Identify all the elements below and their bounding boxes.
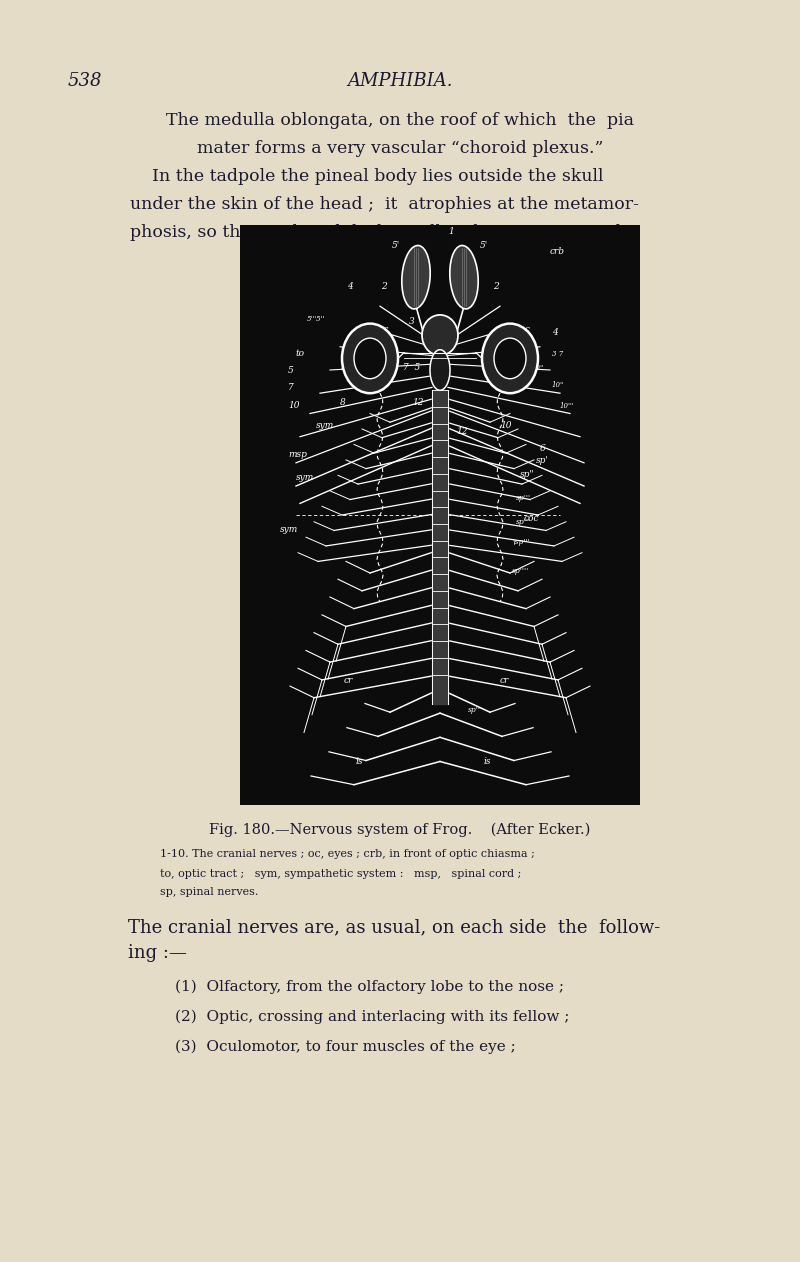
Text: sp, spinal nerves.: sp, spinal nerves. (160, 887, 258, 897)
Text: (2)  Optic, crossing and interlacing with its fellow ;: (2) Optic, crossing and interlacing with… (175, 1010, 570, 1025)
Text: 5': 5' (480, 241, 488, 250)
Ellipse shape (430, 350, 450, 390)
Text: 2: 2 (493, 281, 499, 290)
Text: 10": 10" (532, 363, 544, 372)
Text: 10: 10 (500, 422, 511, 430)
Text: 6: 6 (540, 444, 546, 453)
Text: 3: 3 (409, 317, 415, 326)
Ellipse shape (354, 338, 386, 379)
Text: \sp''': \sp''' (512, 538, 530, 546)
Text: 2: 2 (381, 281, 387, 290)
Text: 3 7: 3 7 (552, 350, 563, 357)
Ellipse shape (482, 323, 538, 394)
Text: 5'''5'': 5'''5'' (307, 314, 325, 323)
Text: cr: cr (500, 676, 510, 685)
Text: 1-10. The cranial nerves ; oc, eyes ; crb, in front of optic chiasma ;: 1-10. The cranial nerves ; oc, eyes ; cr… (160, 849, 535, 859)
Text: 4: 4 (347, 281, 353, 290)
Text: 10": 10" (552, 381, 564, 390)
Text: 8: 8 (340, 398, 346, 406)
Text: 12: 12 (456, 427, 467, 435)
Text: is: is (356, 757, 363, 766)
Text: Fig. 180.—Nervous system of Frog.    (After Ecker.): Fig. 180.—Nervous system of Frog. (After… (210, 823, 590, 838)
Text: 'oc: 'oc (518, 326, 530, 334)
Text: to: to (296, 348, 305, 357)
Text: sp'': sp'' (468, 707, 481, 714)
Text: 12: 12 (412, 398, 423, 406)
Ellipse shape (494, 338, 526, 379)
Text: AMPHIBIA.: AMPHIBIA. (347, 72, 453, 90)
Text: 538: 538 (68, 72, 102, 90)
Text: under the skin of the head ;  it  atrophies at the metamor-: under the skin of the head ; it atrophie… (130, 196, 639, 213)
Text: 7  5: 7 5 (403, 363, 421, 372)
Text: is: is (484, 757, 491, 766)
Text: sp": sp" (520, 471, 534, 480)
Text: phosis, so that in the adult the stalk only is represented.: phosis, so that in the adult the stalk o… (130, 223, 626, 241)
Text: sp'''': sp'''' (512, 567, 530, 575)
Bar (240, 225, 640, 805)
Text: 7: 7 (288, 384, 294, 392)
Text: sp': sp' (536, 456, 549, 464)
Text: mater forms a very vascular “choroid plexus.”: mater forms a very vascular “choroid ple… (197, 140, 603, 156)
Text: 10': 10' (340, 363, 351, 372)
Text: (1)  Olfactory, from the olfactory lobe to the nose ;: (1) Olfactory, from the olfactory lobe t… (175, 981, 564, 994)
Text: sym: sym (316, 422, 334, 430)
Text: sp''': sp''' (516, 517, 531, 526)
Text: oc: oc (379, 326, 389, 334)
Ellipse shape (422, 316, 458, 356)
Text: The medulla oblongata, on the roof of which  the  pia: The medulla oblongata, on the roof of wh… (166, 112, 634, 129)
Text: sym: sym (280, 525, 298, 534)
Text: msp: msp (288, 451, 307, 459)
Text: 5: 5 (288, 366, 294, 375)
Text: 4: 4 (552, 328, 558, 337)
Text: (3)  Oculomotor, to four muscles of the eye ;: (3) Oculomotor, to four muscles of the e… (175, 1040, 516, 1054)
Text: crb: crb (550, 247, 565, 256)
Text: In the tadpole the pineal body lies outside the skull: In the tadpole the pineal body lies outs… (130, 168, 603, 186)
Text: coc: coc (524, 514, 539, 522)
Text: 10''': 10''' (560, 401, 574, 410)
Text: ing :—: ing :— (128, 944, 187, 962)
Ellipse shape (402, 246, 430, 309)
Ellipse shape (342, 323, 398, 394)
Text: The cranial nerves are, as usual, on each side  the  follow-: The cranial nerves are, as usual, on eac… (128, 917, 660, 936)
Text: 1: 1 (448, 227, 454, 236)
Ellipse shape (450, 246, 478, 309)
Text: cr: cr (344, 676, 354, 685)
Text: 10: 10 (288, 401, 299, 410)
Text: 5': 5' (392, 241, 400, 250)
Text: sym: sym (296, 473, 314, 482)
Text: sp''': sp''' (516, 495, 531, 502)
Text: to, optic tract ;   sym, sympathetic system :   msp,   spinal cord ;: to, optic tract ; sym, sympathetic syste… (160, 870, 522, 880)
